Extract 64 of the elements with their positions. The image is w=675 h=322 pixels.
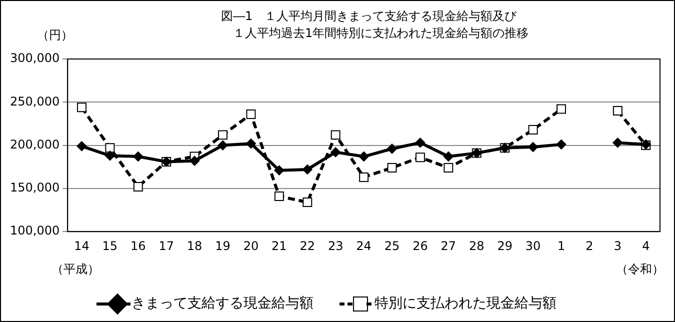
point	[358, 152, 369, 162]
y-tick-label: 250,000	[10, 94, 60, 108]
point	[105, 143, 115, 153]
point	[359, 172, 369, 182]
point	[274, 191, 284, 201]
point	[76, 102, 86, 112]
point	[387, 144, 398, 154]
point	[302, 164, 312, 174]
point	[302, 198, 312, 207]
point	[246, 109, 256, 119]
x-tick-label: 1	[557, 238, 566, 253]
chart-title: 図―1 １人平均月間きまって支給する現金給与額及び	[220, 8, 518, 25]
point	[246, 138, 256, 149]
point	[443, 152, 454, 162]
point	[556, 104, 566, 114]
legend-label: きまって支給する現金給与額	[132, 296, 314, 312]
point	[218, 130, 228, 140]
point	[444, 162, 454, 172]
x-tick-label: 27	[440, 238, 456, 253]
point	[330, 130, 340, 140]
point	[76, 141, 87, 152]
x-tick-label: 28	[469, 238, 484, 253]
x-tick-label: 24	[356, 238, 372, 253]
x-tick-label: 21	[272, 238, 287, 253]
y-tick-label: 200,000	[10, 137, 60, 152]
x-tick-label: 25	[384, 238, 400, 253]
point	[612, 138, 623, 148]
chart-subtitle: １人平均過去1年間特別に支払われた現金給与額の推移	[233, 26, 529, 40]
x-tick-label: 26	[412, 238, 428, 253]
point	[104, 150, 115, 161]
x-tick-label: 29	[497, 238, 512, 253]
point	[218, 140, 228, 150]
y-tick-label: 100,000	[10, 224, 60, 238]
point	[415, 152, 425, 162]
x-tick-label: 3	[614, 238, 622, 253]
point	[387, 162, 397, 172]
x-tick-label: 20	[243, 238, 259, 253]
x-tick-label: 2	[586, 238, 594, 253]
x-tick-label: 17	[158, 238, 174, 253]
legend-label: 特別に支払われた現金給与額	[374, 296, 556, 312]
x-tick-label: 4	[642, 238, 650, 253]
point	[528, 142, 538, 152]
point	[190, 156, 200, 166]
point	[133, 182, 143, 192]
x-tick-label: 30	[525, 238, 541, 253]
point	[528, 125, 538, 135]
point	[415, 138, 426, 148]
x-tick-label: 18	[186, 238, 202, 253]
point	[612, 106, 622, 116]
point	[556, 139, 566, 150]
point	[133, 152, 144, 162]
x-tick-label: 16	[130, 238, 146, 253]
text: （令和）	[616, 261, 664, 278]
y-tick-label: 150,000	[10, 180, 60, 195]
y-tick-label: 300,000	[10, 51, 60, 66]
x-tick-label: 22	[300, 238, 316, 253]
point	[330, 147, 341, 158]
x-tick-label: 15	[102, 238, 118, 253]
x-tick-label: 19	[215, 238, 230, 253]
text: （平成）	[52, 261, 100, 278]
x-tick-label: 23	[328, 238, 344, 253]
y-axis-title: （円）	[37, 27, 73, 44]
x-tick-label: 14	[74, 238, 90, 253]
point	[274, 165, 284, 176]
